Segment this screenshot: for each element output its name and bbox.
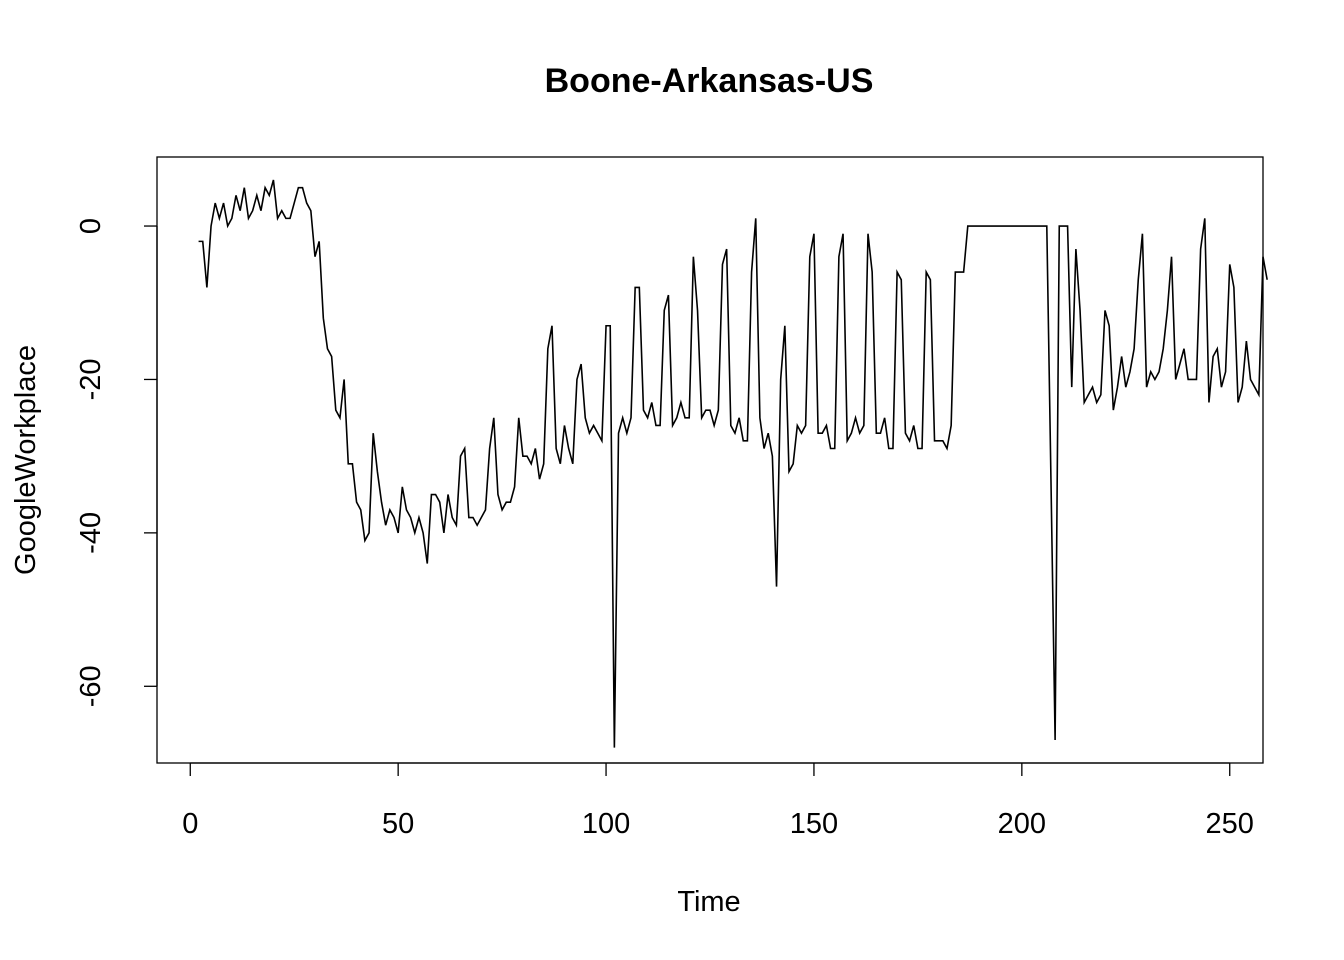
- x-axis: 0 50 100 150 200 250: [182, 762, 1254, 840]
- x-tick-label: 250: [1206, 808, 1254, 840]
- y-axis-label: GoogleWorkplace: [10, 345, 42, 575]
- y-tick-label: -40: [75, 512, 107, 554]
- x-tick-label: 200: [998, 808, 1046, 840]
- chart-title: Boone-Arkansas-US: [545, 62, 874, 100]
- x-tick-label: 150: [790, 808, 838, 840]
- y-tick-label: -20: [75, 358, 107, 400]
- y-axis: 0 -20 -40 -60: [75, 218, 158, 707]
- series-layer: [198, 179, 1268, 748]
- series-line: [198, 179, 1268, 748]
- x-tick-label: 0: [182, 808, 198, 840]
- x-axis-label: Time: [677, 886, 740, 918]
- x-tick-label: 50: [382, 808, 414, 840]
- x-tick-label: 100: [582, 808, 630, 840]
- y-tick-label: 0: [75, 218, 107, 234]
- plot-area: [156, 156, 1264, 764]
- y-tick-label: -60: [75, 665, 107, 707]
